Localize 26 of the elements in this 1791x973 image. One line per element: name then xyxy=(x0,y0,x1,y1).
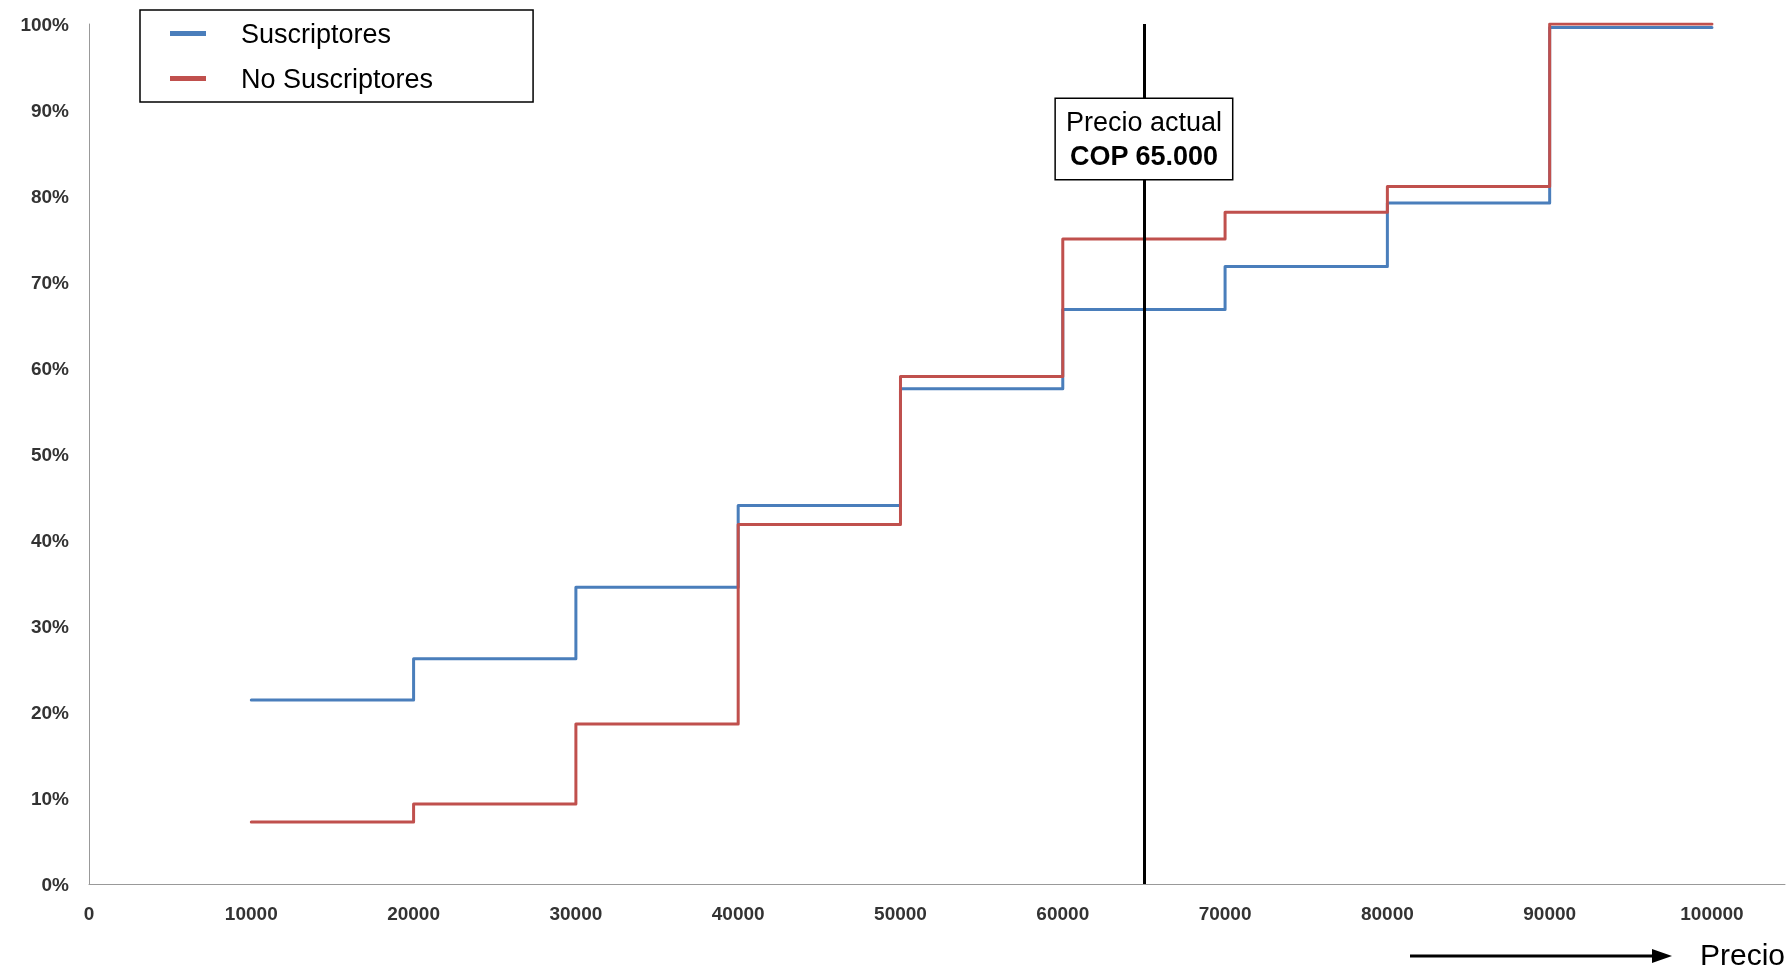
y-tick-label: 0% xyxy=(41,873,70,895)
x-tick-label: 100000 xyxy=(1680,903,1744,924)
x-tick-label: 20000 xyxy=(387,903,441,924)
y-tick-label: 60% xyxy=(30,357,70,379)
legend-label: Suscriptores xyxy=(241,18,392,49)
y-tick-label: 90% xyxy=(30,99,70,121)
y-tick-label: 100% xyxy=(20,13,70,35)
x-tick-label: 30000 xyxy=(549,903,603,924)
y-tick-label: 50% xyxy=(30,443,70,465)
ref-line-label: Precio actual COP 65.000 xyxy=(1065,107,1222,171)
x-axis-title: Precio xyxy=(1699,938,1785,972)
y-tick-label: 40% xyxy=(30,529,70,551)
y-tick-label: 70% xyxy=(30,271,70,293)
x-tick-label: 60000 xyxy=(1036,903,1090,924)
y-tick-label: 80% xyxy=(30,185,70,207)
x-tick-label: 70000 xyxy=(1198,903,1252,924)
x-tick-label: 40000 xyxy=(711,903,765,924)
y-tick-label: 10% xyxy=(30,787,70,809)
y-tick-label: 20% xyxy=(30,701,70,723)
x-tick-label: 50000 xyxy=(874,903,927,924)
x-tick-label: 10000 xyxy=(224,903,278,924)
x-tick-label: 80000 xyxy=(1360,903,1414,924)
x-tick-label: 90000 xyxy=(1523,903,1577,924)
y-tick-label: 30% xyxy=(30,615,70,637)
legend-label: No Suscriptores xyxy=(241,63,434,94)
x-tick-label: 0 xyxy=(83,903,95,924)
